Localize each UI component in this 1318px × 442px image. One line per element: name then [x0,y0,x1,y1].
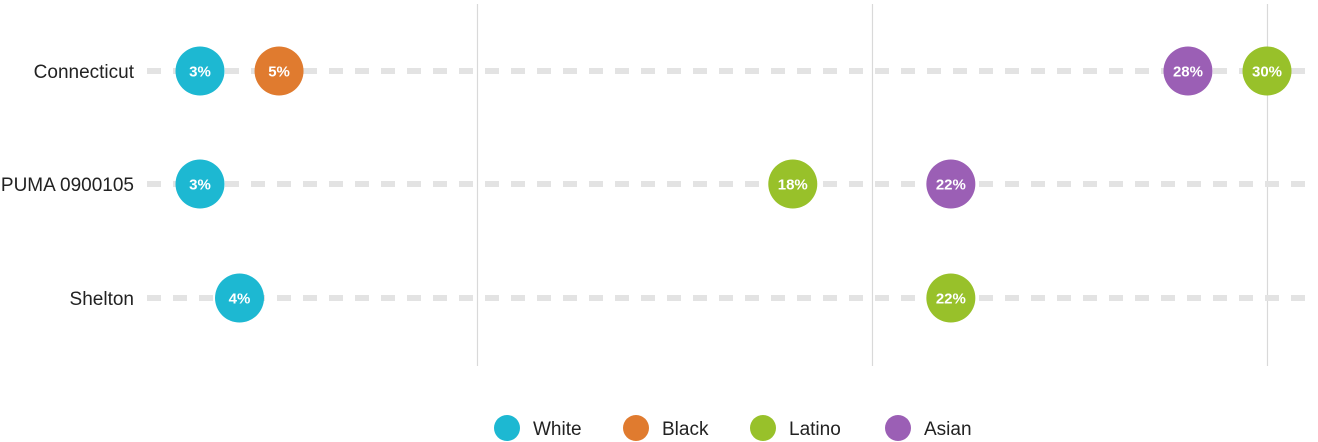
data-points: 3% 3% 4% 5% 30% 18% 22% 28% 22% [175,46,1292,323]
data-point-latino: 22% [926,273,976,323]
data-point-marker [215,273,265,323]
legend-swatch [623,415,649,441]
legend-label: Black [662,419,709,440]
legend-label: Latino [789,419,841,440]
data-point-asian: 22% [926,159,976,209]
data-point-marker [926,273,976,323]
data-point-marker [926,159,976,209]
row-label: Connecticut [34,62,135,83]
data-point-latino: 18% [768,159,818,209]
data-point-white: 3% [175,46,225,96]
data-point-marker [1163,46,1213,96]
data-point-black: 5% [254,46,304,96]
data-label: 22% [936,291,966,308]
chart-rows: Connecticut PUMA 0900105 Shelton [1,62,1314,310]
data-label: 4% [229,291,251,308]
data-label: 22% [936,177,966,194]
legend-item-asian: Asian [885,415,972,441]
legend-label: Asian [924,419,972,440]
data-point-marker [254,46,304,96]
legend-swatch [494,415,520,441]
legend-item-white: White [494,415,582,441]
data-label: 28% [1173,64,1203,81]
data-point-marker [1242,46,1292,96]
data-point-marker [768,159,818,209]
data-point-asian: 28% [1163,46,1213,96]
data-label: 3% [189,64,211,81]
data-point-marker [175,46,225,96]
row-label: Shelton [70,289,134,310]
legend-swatch [750,415,776,441]
data-label: 5% [268,64,290,81]
legend-swatch [885,415,911,441]
data-label: 3% [189,177,211,194]
data-point-white: 4% [215,273,265,323]
data-point-latino: 30% [1242,46,1292,96]
data-point-white: 3% [175,159,225,209]
legend-label: White [533,419,582,440]
legend-item-latino: Latino [750,415,841,441]
data-label: 18% [778,177,808,194]
row-label: PUMA 0900105 [1,175,134,196]
legend-item-black: Black [623,415,709,441]
data-label: 30% [1252,64,1282,81]
data-point-marker [175,159,225,209]
legend: White Black Latino Asian [494,415,972,441]
